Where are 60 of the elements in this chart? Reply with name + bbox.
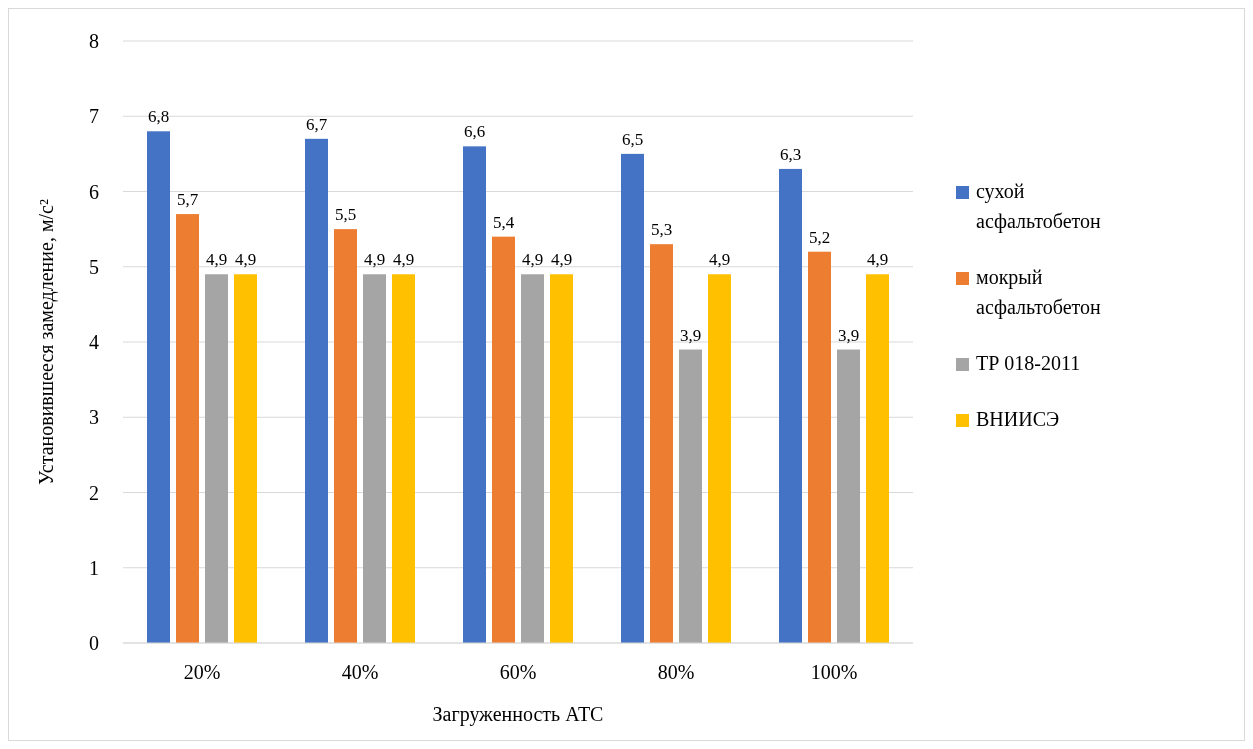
y-tick-label: 6: [89, 180, 99, 203]
data-label: 5,2: [808, 227, 831, 247]
x-tick-label: 100%: [810, 661, 858, 683]
bar: [305, 138, 328, 643]
data-label: 4,9: [521, 250, 544, 270]
data-label: 3,9: [679, 325, 702, 345]
bar: [234, 274, 257, 643]
bar: [550, 274, 573, 643]
bar: [147, 131, 170, 643]
bar: [492, 236, 515, 643]
data-label: 4,9: [392, 250, 415, 270]
data-label: 4,9: [708, 250, 731, 270]
data-label: 6,8: [147, 107, 170, 127]
legend-label: ВНИИСЭ: [976, 408, 1060, 430]
data-label: 4,9: [550, 250, 573, 270]
bar: [779, 168, 802, 643]
data-label: 3,9: [837, 325, 860, 345]
data-label: 5,5: [334, 205, 357, 225]
bar: [708, 274, 731, 643]
data-label: 6,6: [463, 122, 486, 142]
data-label: 5,4: [492, 212, 515, 232]
bar: [334, 229, 357, 643]
x-tick-label: 40%: [341, 661, 379, 683]
y-tick-label: 2: [89, 481, 99, 504]
bar: [621, 153, 644, 643]
bar: [679, 349, 702, 643]
y-tick-label: 0: [89, 632, 99, 654]
data-label: 6,5: [621, 129, 644, 149]
x-tick-label: 60%: [499, 661, 537, 683]
y-tick-label: 7: [89, 105, 99, 128]
bar: [176, 214, 199, 643]
bar: [808, 251, 831, 643]
y-tick-label: 5: [89, 255, 99, 278]
y-tick-label: 8: [89, 30, 99, 52]
bar: [205, 274, 228, 643]
y-tick-label: 1: [89, 556, 99, 579]
data-label: 6,7: [305, 114, 328, 134]
data-label: 4,9: [234, 250, 257, 270]
bar: [521, 274, 544, 643]
legend-label: ТР 018-2011: [976, 352, 1081, 374]
y-axis-title: Установившееся замедление, м/с²: [35, 199, 58, 485]
data-label: 5,3: [650, 220, 673, 240]
bar: [392, 274, 415, 643]
y-tick-label: 4: [89, 331, 99, 353]
x-tick-label: 80%: [657, 661, 695, 683]
bar: [363, 274, 386, 643]
bar: [463, 146, 486, 643]
y-tick-label: 3: [89, 406, 99, 429]
bar: [837, 349, 860, 643]
data-label: 6,3: [779, 144, 802, 164]
bar: [650, 244, 673, 643]
data-label: 4,9: [205, 250, 228, 270]
legend-label: сухой асфальтобетон: [976, 180, 1102, 233]
x-tick-label: 20%: [183, 661, 221, 683]
legend-label: мокрый асфальтобетон: [976, 266, 1102, 319]
x-axis-title: Загруженность АТС: [432, 703, 604, 726]
bar: [866, 274, 889, 643]
data-label: 4,9: [363, 250, 386, 270]
data-label: 5,7: [176, 190, 199, 210]
data-label: 4,9: [866, 250, 889, 270]
